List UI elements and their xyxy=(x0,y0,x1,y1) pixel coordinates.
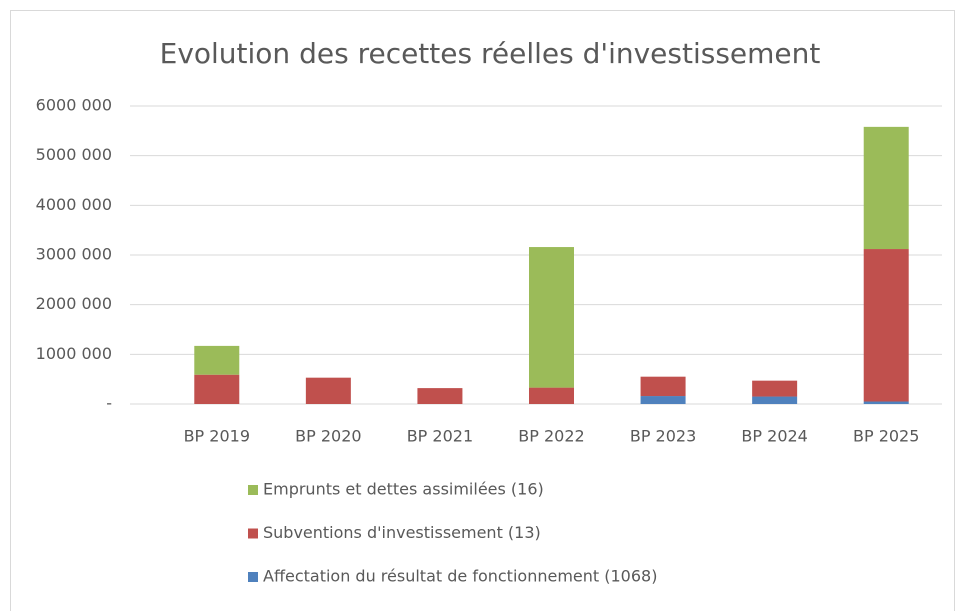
y-tick-label: - xyxy=(106,394,112,413)
y-tick-label: 2000 000 xyxy=(36,294,112,313)
bar-segment xyxy=(640,376,686,397)
bar-segment xyxy=(529,387,574,404)
bar-segment xyxy=(752,380,798,397)
y-tick-label: 5000 000 xyxy=(36,145,112,164)
legend-swatch xyxy=(248,528,258,539)
bar-segment xyxy=(305,377,351,404)
legend-swatch xyxy=(248,485,258,495)
x-tick-label: BP 2019 xyxy=(184,427,250,446)
x-tick-label: BP 2024 xyxy=(741,427,807,446)
x-tick-label: BP 2022 xyxy=(518,427,584,446)
bar-segment xyxy=(529,247,574,388)
bar-segment xyxy=(863,249,909,402)
y-tick-label: 3000 000 xyxy=(36,245,112,264)
y-tick-label: 6000 000 xyxy=(36,96,112,115)
chart-title: Evolution des recettes réelles d'investi… xyxy=(160,37,821,70)
bar-segment xyxy=(194,374,240,404)
bar-segment xyxy=(752,396,798,404)
x-tick-label: BP 2025 xyxy=(853,427,919,446)
bar-segment xyxy=(863,126,909,250)
legend-label: Subventions d'investissement (13) xyxy=(263,523,541,542)
chart-border xyxy=(10,10,955,611)
bar-segment xyxy=(194,345,240,375)
bar-segment xyxy=(417,388,463,404)
legend-label: Emprunts et dettes assimilées (16) xyxy=(263,480,544,499)
bar-segment xyxy=(863,401,909,404)
x-tick-label: BP 2021 xyxy=(407,427,473,446)
legend-swatch xyxy=(248,572,258,582)
y-tick-label: 1000 000 xyxy=(36,344,112,363)
legend-label: Affectation du résultat de fonctionnemen… xyxy=(263,567,657,586)
bar-segment xyxy=(640,396,686,404)
x-tick-label: BP 2020 xyxy=(295,427,361,446)
x-tick-label: BP 2023 xyxy=(630,427,696,446)
y-tick-label: 4000 000 xyxy=(36,195,112,214)
